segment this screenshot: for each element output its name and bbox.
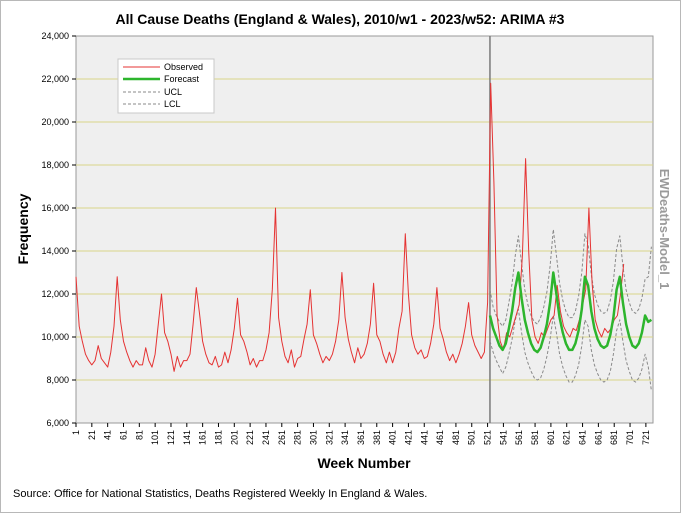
x-tick-label: 141 (182, 430, 192, 445)
legend-label-observed: Observed (164, 62, 203, 72)
x-tick-label: 241 (261, 430, 271, 445)
x-tick-label: 661 (593, 430, 603, 445)
legend: Observed Forecast UCL LCL (117, 58, 215, 114)
y-tick-label: 18,000 (41, 160, 69, 170)
x-tick-label: 41 (103, 430, 113, 440)
x-tick-label: 161 (198, 430, 208, 445)
y-tick-label: 14,000 (41, 246, 69, 256)
x-tick-label: 501 (467, 430, 477, 445)
series-line-forecast (488, 271, 653, 354)
x-axis-title: Week Number (317, 455, 411, 471)
x-tick-label: 521 (483, 430, 493, 445)
x-tick-label: 361 (356, 430, 366, 445)
model-side-label: EWDeaths-Model_1 (657, 169, 672, 290)
series-line-ucl (489, 229, 652, 327)
x-tick-label: 681 (609, 430, 619, 445)
y-tick-label: 10,000 (41, 332, 69, 342)
legend-label-ucl: UCL (164, 87, 182, 97)
x-tick-label: 101 (150, 430, 160, 445)
x-tick-label: 601 (546, 430, 556, 445)
chart-title: All Cause Deaths (England & Wales), 2010… (116, 11, 565, 27)
legend-label-forecast: Forecast (164, 74, 200, 84)
x-tick-label: 461 (435, 430, 445, 445)
source-note: Source: Office for National Statistics, … (13, 488, 428, 500)
x-tick-label: 61 (118, 430, 128, 440)
x-tick-label: 561 (514, 430, 524, 445)
x-tick-label: 541 (498, 430, 508, 445)
y-tick-label: 12,000 (41, 289, 69, 299)
x-tick-label: 1 (71, 430, 81, 435)
y-tick-label: 24,000 (41, 31, 69, 41)
y-axis-ticks: 6,000 8,000 10,000 12,000 14,000 16,000 18,000… (41, 31, 76, 428)
x-tick-label: 701 (625, 430, 635, 445)
x-tick-label: 21 (87, 430, 97, 440)
x-tick-label: 421 (403, 430, 413, 445)
x-tick-label: 281 (293, 430, 303, 445)
x-tick-label: 721 (641, 430, 651, 445)
y-tick-label: 6,000 (46, 418, 69, 428)
x-tick-label: 261 (277, 430, 287, 445)
x-tick-label: 621 (562, 430, 572, 445)
x-tick-label: 401 (388, 430, 398, 445)
x-tick-label: 301 (308, 430, 318, 445)
y-axis-title: Frequency (15, 193, 31, 264)
x-tick-label: 641 (578, 430, 588, 445)
x-tick-label: 441 (419, 430, 429, 445)
x-tick-label: 121 (166, 430, 176, 445)
series-layer (75, 82, 653, 391)
x-tick-label: 341 (340, 430, 350, 445)
x-axis-ticks: 1 21 41 61 81 101 121 141 161 181 201 221 241 261 281 3… (71, 423, 651, 445)
x-tick-label: 381 (372, 430, 382, 445)
legend-label-lcl: LCL (164, 99, 181, 109)
x-tick-label: 481 (451, 430, 461, 445)
x-tick-label: 221 (245, 430, 255, 445)
x-tick-label: 581 (530, 430, 540, 445)
y-tick-label: 8,000 (46, 375, 69, 385)
y-tick-label: 22,000 (41, 74, 69, 84)
y-tick-label: 20,000 (41, 117, 69, 127)
x-tick-label: 321 (324, 430, 334, 445)
x-tick-label: 81 (134, 430, 144, 440)
series-line-observed (75, 82, 625, 372)
x-tick-label: 181 (213, 430, 223, 445)
x-tick-label: 201 (229, 430, 239, 445)
y-tick-label: 16,000 (41, 203, 69, 213)
